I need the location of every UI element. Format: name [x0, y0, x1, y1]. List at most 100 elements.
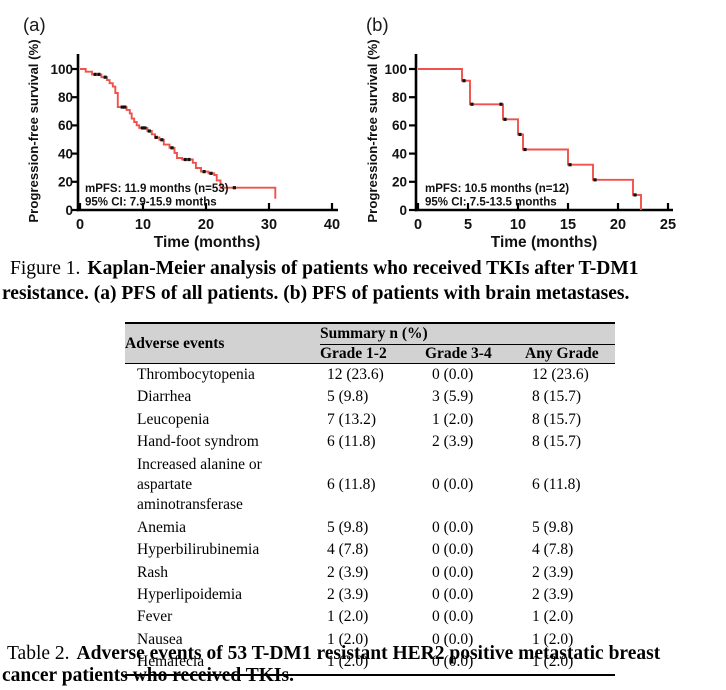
figure-caption: Figure 1. Kaplan-Meier analysis of patien… [2, 256, 724, 306]
adverse-event-value: 0 (0.0) [432, 563, 474, 581]
censor-tick [143, 126, 147, 130]
adverse-event-value: 1 (2.0) [532, 653, 574, 671]
table-row: Leucopenia 7 (13.2) 1 (2.0) 8 (15.7) [125, 409, 615, 431]
x-tick-label: 0 [414, 217, 422, 233]
table-row: Hand-foot syndrom 6 (11.8) 2 (3.9) 8 (15.7) [125, 431, 615, 453]
y-tick-label: 20 [58, 175, 73, 190]
x-tick-label: 15 [560, 217, 576, 233]
censor-tick [202, 170, 206, 174]
adverse-event-value: 12 (23.6) [532, 366, 589, 383]
y-tick-label: 100 [50, 62, 73, 77]
adverse-event-value: 6 (11.8) [327, 433, 376, 451]
annotation-text: 95% CI: 7.9-15.9 months [85, 197, 217, 209]
y-tick-label: 100 [384, 62, 407, 77]
table-row: Anemia 5 (9.8) 0 (0.0) 5 (9.8) [125, 517, 615, 539]
col-header-adverse-events: Adverse events [125, 323, 320, 364]
censor-tick [123, 105, 127, 109]
adverse-event-value: 2 (3.9) [532, 563, 574, 581]
adverse-event-value: 0 (0.0) [432, 630, 474, 648]
table-caption-label: Table 2. [7, 643, 70, 664]
y-tick-label: 80 [58, 90, 73, 105]
adverse-event-name: Hand-foot syndrom [137, 433, 259, 451]
x-axis-title: Time (months) [491, 234, 598, 251]
adverse-event-value: 8 (15.7) [532, 388, 582, 406]
km-chart-brain-metastases: 0 20 40 60 80 100 0 5 10 15 20 25 Progression-free s… [365, 14, 676, 251]
x-tick-label: 20 [610, 217, 626, 233]
censor-tick [593, 178, 597, 182]
adverse-event-value: 6 (11.8) [327, 476, 376, 494]
adverse-event-value: 1 (2.0) [327, 608, 369, 626]
annotation-text: 95% CI: 7.5-13.5 months [425, 197, 557, 209]
adverse-event-value: 5 (9.8) [327, 388, 369, 406]
col-subheader: Grade 1-2 [320, 344, 425, 364]
y-tick-label: 20 [392, 175, 407, 190]
adverse-event-value: 12 (23.6) [327, 366, 384, 383]
table-row: Hemafecia 1 (2.0) 0 (0.0) 1 (2.0) [125, 651, 615, 674]
censor-tick [523, 147, 527, 152]
censor-tick [633, 193, 637, 197]
adverse-event-value: 2 (3.9) [432, 433, 474, 451]
adverse-event-value: 1 (2.0) [327, 630, 369, 648]
y-tick-label: 40 [392, 146, 407, 161]
adverse-event-value: 1 (2.0) [432, 410, 474, 428]
y-tick-label: 40 [58, 146, 73, 161]
adverse-event-value: 2 (3.9) [327, 563, 369, 581]
adverse-event-value: 0 (0.0) [432, 476, 474, 494]
censor-tick [518, 132, 522, 137]
x-tick-label: 10 [510, 217, 526, 233]
x-tick-label: 25 [660, 217, 676, 233]
adverse-event-value: 8 (15.7) [532, 433, 582, 451]
table-row: Diarrhea 5 (9.8) 3 (5.9) 8 (15.7) [125, 386, 615, 408]
censor-tick [183, 157, 187, 162]
panel-label: (b) [366, 14, 389, 35]
adverse-event-name: Increased alanine or aspartate aminotran… [137, 455, 262, 514]
censor-tick [568, 163, 572, 167]
table-header-row-1: Adverse events Summary n (%) [125, 323, 615, 364]
y-axis-title: Progression-free survival (%) [365, 39, 380, 222]
adverse-event-value: 2 (3.9) [532, 586, 574, 604]
table-caption-line1: Adverse events of 53 T-DM1 resistant HER… [76, 643, 661, 664]
adverse-event-value: 2 (3.9) [327, 586, 369, 604]
censor-tick [209, 171, 213, 175]
censor-tick [154, 135, 158, 139]
censor-tick [170, 146, 174, 150]
adverse-event-value: 1 (2.0) [532, 630, 574, 648]
adverse-event-value: 0 (0.0) [432, 541, 474, 559]
x-tick-label: 20 [198, 217, 214, 233]
table-row: Thrombocytopenia 12 (23.6) 0 (0.0) 12 (23.6… [125, 364, 615, 387]
adverse-event-value: 0 (0.0) [432, 653, 474, 671]
adverse-event-name: Thrombocytopenia [137, 366, 255, 383]
censor-tick [470, 102, 474, 106]
adverse-event-value: 4 (7.8) [532, 541, 574, 559]
adverse-event-value: 6 (11.8) [532, 476, 581, 494]
table-row: Nausea 1 (2.0) 0 (0.0) 1 (2.0) [125, 629, 615, 651]
x-axis-title: Time (months) [154, 234, 261, 251]
adverse-event-name: Hemafecia [137, 653, 205, 671]
km-curve [80, 68, 277, 199]
censor-tick [187, 157, 191, 162]
adverse-events-table: Adverse events Summary n (%) Grade 1-2 Gr… [125, 322, 615, 676]
adverse-event-value: 4 (7.8) [327, 541, 369, 559]
table-row: Hyperlipoidemia 2 (3.9) 0 (0.0) 2 (3.9) [125, 584, 615, 606]
x-tick-label: 10 [135, 217, 151, 233]
panel-label: (a) [23, 14, 46, 35]
y-tick-label: 60 [392, 118, 407, 133]
censor-tick [140, 126, 144, 130]
y-tick-label: 60 [58, 118, 73, 133]
adverse-event-value: 1 (2.0) [327, 653, 369, 671]
adverse-event-name: Nausea [137, 630, 183, 648]
adverse-event-name: Diarrhea [137, 388, 192, 406]
y-axis-title: Progression-free survival (%) [26, 39, 41, 222]
adverse-event-value: 8 (15.7) [532, 410, 582, 428]
censor-tick [499, 102, 503, 106]
y-tick-label: 80 [392, 90, 407, 105]
annotation-text: mPFS: 11.9 months (n=53) [85, 183, 229, 195]
adverse-event-value: 3 (5.9) [432, 388, 474, 406]
table-row: Fever 1 (2.0) 0 (0.0) 1 (2.0) [125, 606, 615, 628]
x-tick-label: 5 [464, 217, 472, 233]
censor-tick [93, 72, 97, 76]
table-row: Increased alanine or aspartate aminotran… [125, 454, 615, 517]
adverse-event-name: Hyperbilirubinemia [137, 541, 260, 559]
adverse-event-value: 5 (9.8) [532, 518, 574, 536]
